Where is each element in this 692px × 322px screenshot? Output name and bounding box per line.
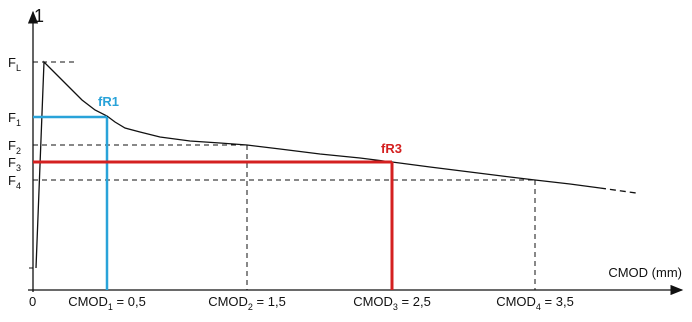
label-sub: 4 — [16, 181, 21, 191]
x-level-labels: CMOD1 = 0,5 CMOD2 = 1,5 CMOD3 = 2,5 CMOD4 =… — [68, 294, 574, 312]
label-main: F — [8, 55, 16, 70]
label-main: F — [8, 155, 16, 170]
label-rest: = 2,5 — [398, 294, 431, 309]
x-level-label: CMOD1 = 0,5 — [68, 294, 146, 312]
guide-lines — [33, 61, 536, 290]
label-main: CMOD — [68, 294, 108, 309]
label-main: CMOD — [496, 294, 536, 309]
load-curve — [35, 60, 601, 269]
label-sub: 1 — [108, 302, 113, 312]
label-main: CMOD — [208, 294, 248, 309]
label-sub: 2 — [16, 146, 21, 156]
label-rest: = 1,5 — [253, 294, 286, 309]
y-axis-label: 1 — [34, 6, 44, 26]
label-sub: L — [16, 63, 21, 73]
origin-label: 0 — [29, 294, 36, 309]
label-sub: 3 — [16, 163, 21, 173]
fr3-label: fR3 — [381, 141, 402, 156]
y-level-label: F1 — [8, 110, 21, 128]
label-rest: = 0,5 — [113, 294, 146, 309]
label-rest: = 3,5 — [541, 294, 574, 309]
curve-extension — [599, 187, 637, 194]
label-sub: 1 — [16, 118, 21, 128]
label-sub: 4 — [536, 302, 541, 312]
y-level-label: FL — [8, 55, 21, 73]
x-axis-label: CMOD (mm) — [608, 265, 682, 280]
label-main: F — [8, 138, 16, 153]
x-level-label: CMOD2 = 1,5 — [208, 294, 286, 312]
label-main: F — [8, 173, 16, 188]
y-level-label: F2 — [8, 138, 21, 156]
label-sub: 2 — [248, 302, 253, 312]
y-level-label: F4 — [8, 173, 21, 191]
label-main: F — [8, 110, 16, 125]
fr1-label: fR1 — [98, 94, 119, 109]
label-main: CMOD — [353, 294, 393, 309]
x-level-label: CMOD4 = 3,5 — [496, 294, 574, 312]
label-sub: 3 — [393, 302, 398, 312]
x-level-label: CMOD3 = 2,5 — [353, 294, 431, 312]
y-level-label: F3 — [8, 155, 21, 173]
